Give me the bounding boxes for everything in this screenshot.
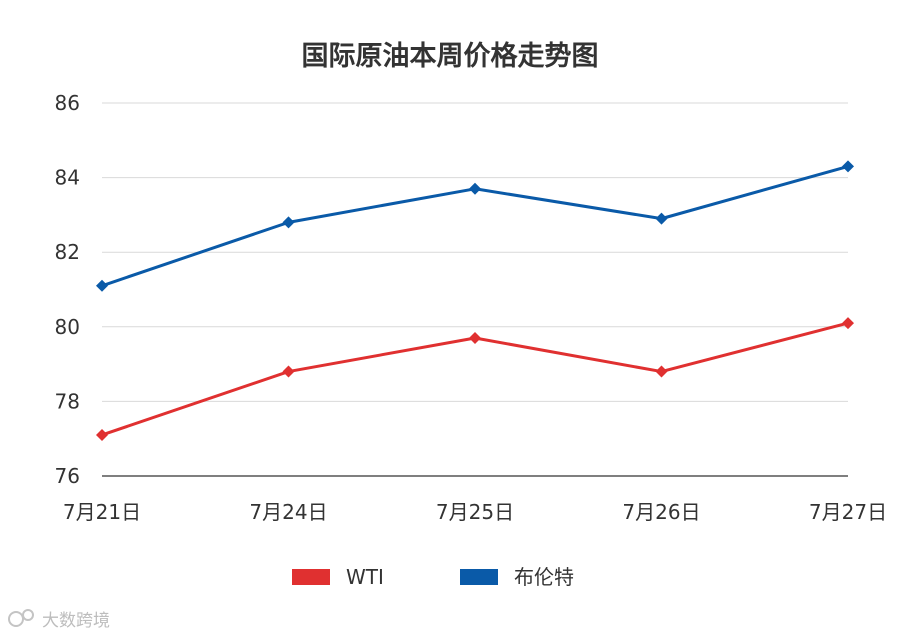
y-tick-label: 82	[55, 240, 80, 264]
y-tick-label: 86	[55, 91, 80, 115]
y-tick-label: 80	[55, 315, 80, 339]
data-point	[469, 331, 481, 344]
data-point	[469, 182, 481, 195]
data-point	[842, 160, 854, 173]
y-tick-label: 76	[55, 464, 80, 488]
x-axis-ticks: 7月21日 7月24日 7月25日 7月26日 7月27日	[63, 500, 887, 524]
data-point	[282, 216, 295, 229]
legend-swatch	[460, 569, 498, 585]
data-point	[655, 365, 668, 378]
data-point	[655, 212, 668, 225]
data-point	[842, 317, 854, 330]
y-tick-label: 84	[55, 166, 80, 190]
legend-swatch	[292, 569, 330, 585]
x-tick-label: 7月26日	[622, 500, 700, 524]
legend: WTI 布伦特	[292, 565, 574, 589]
legend-label: WTI	[346, 565, 384, 589]
data-point	[96, 279, 108, 292]
gridlines	[102, 102, 848, 402]
chart-title: 国际原油本周价格走势图	[302, 41, 599, 72]
series-group	[96, 160, 854, 441]
y-tick-label: 78	[55, 389, 80, 413]
x-tick-label: 7月24日	[249, 500, 327, 524]
x-tick-label: 7月21日	[63, 500, 141, 524]
y-axis-ticks: 76 78 80 82 84 86	[55, 91, 80, 488]
watermark-text: 大数跨境	[42, 611, 110, 631]
x-tick-label: 7月27日	[809, 500, 887, 524]
legend-label: 布伦特	[514, 565, 574, 589]
x-tick-label: 7月25日	[436, 500, 514, 524]
data-point	[96, 428, 108, 441]
data-point	[282, 365, 295, 378]
watermark: 大数跨境	[8, 609, 110, 631]
watermark-logo-icon	[8, 609, 34, 627]
